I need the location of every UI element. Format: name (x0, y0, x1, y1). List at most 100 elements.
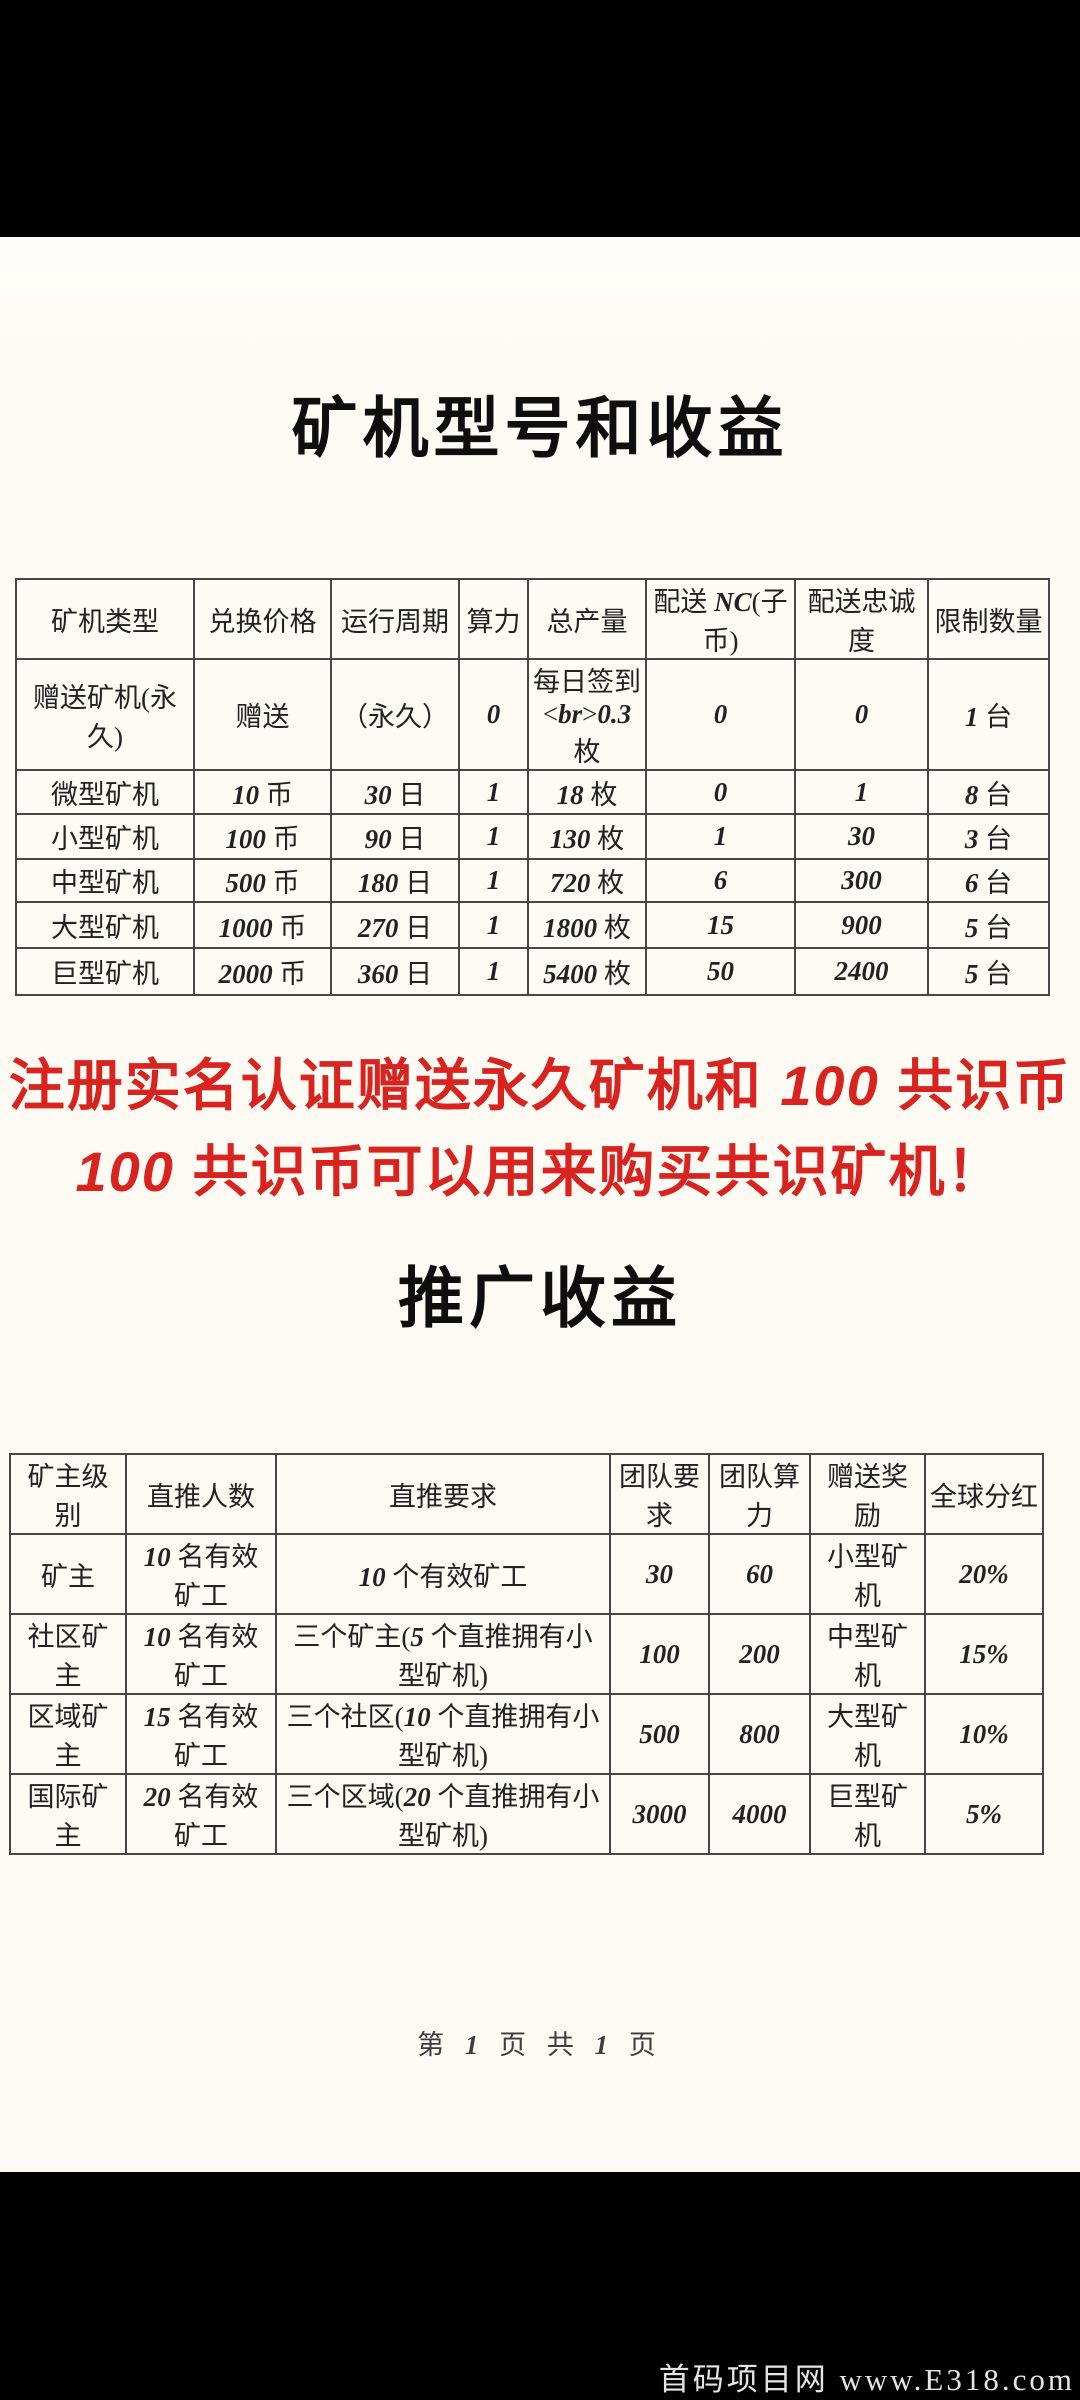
page-number: 第 1 页 共 1 页 (417, 2030, 663, 2060)
table-cell: 小型矿机 (15, 813, 195, 860)
promotion-table-head: 矿主级别 直推人数 直推要求 团队要求 团队算力 赠送奖励 全球分红 (9, 1453, 1044, 1535)
table-cell: 1000 币 (193, 901, 332, 949)
table-cell: 三个社区(10 个直推拥有小型矿机) (275, 1693, 611, 1775)
table-cell: 10% (924, 1693, 1044, 1775)
table-cell: 2400 (794, 947, 929, 996)
table-cell: 800 (708, 1693, 811, 1775)
table-cell: 90 日 (330, 813, 460, 860)
table-cell: 1800 枚 (527, 901, 647, 949)
table-cell: 500 (609, 1693, 710, 1775)
table-cell: 1 (458, 769, 529, 815)
table-cell: 100 币 (193, 813, 332, 860)
miner-models-table: 矿机类型 兑换价格 运行周期 算力 总产量 配送 NC(子币) 配送忠诚度 限制数量 赠送矿机… (15, 578, 1050, 996)
column-header: 总产量 (527, 578, 647, 660)
top-black-band (0, 0, 1080, 237)
table-cell: 6 台 (927, 858, 1050, 903)
table-cell: 20% (924, 1533, 1044, 1615)
table-row: 社区矿主 10 名有效矿工 三个矿主(5 个直推拥有小型矿机) 100 200 中型矿机 1… (9, 1613, 1044, 1695)
table-cell: 0 (645, 658, 796, 771)
table-cell: 微型矿机 (15, 769, 195, 815)
table-cell: 1 (458, 858, 529, 903)
table-cell: 15 名有效矿工 (125, 1693, 277, 1775)
table-cell: （永久） (330, 658, 460, 771)
bottom-black-band: 首码项目网 www.E318.com (0, 2172, 1080, 2400)
column-header: 团队算力 (708, 1453, 811, 1535)
column-header: 运行周期 (330, 578, 460, 660)
table-row: 小型矿机 100 币 90 日 1 130 枚 1 30 3 台 (15, 813, 1050, 860)
table-cell: 10 币 (193, 769, 332, 815)
header-row: 矿主级别 直推人数 直推要求 团队要求 团队算力 赠送奖励 全球分红 (9, 1453, 1044, 1535)
table-cell: 200 (708, 1613, 811, 1695)
table-cell: 小型矿机 (809, 1533, 926, 1615)
notice-line-1: 注册实名认证赠送永久矿机和 100 共识币 (8, 1054, 1072, 1117)
table-cell: 20 名有效矿工 (125, 1773, 277, 1855)
table-cell: 8 台 (927, 769, 1050, 815)
registration-notice: 注册实名认证赠送永久矿机和 100 共识币 100 共识币可以用来购买共识矿机！ (0, 1043, 1080, 1215)
table-row: 巨型矿机 2000 币 360 日 1 5400 枚 50 2400 5 台 (15, 947, 1050, 996)
table-cell: 每日签到<br>0.3 枚 (527, 658, 647, 771)
watermark: 首码项目网 www.E318.com (658, 2362, 1075, 2397)
column-header: 配送 NC(子币) (645, 578, 796, 660)
document-title: 矿机型号和收益 (291, 391, 789, 465)
table-cell: 30 (609, 1533, 710, 1615)
table-cell: 1 (458, 813, 529, 860)
table-row: 区域矿主 15 名有效矿工 三个社区(10 个直推拥有小型矿机) 500 800 大型矿机… (9, 1693, 1044, 1775)
table-cell: 三个矿主(5 个直推拥有小型矿机) (275, 1613, 611, 1695)
promotion-title: 推广收益 (398, 1261, 682, 1335)
table-row: 中型矿机 500 币 180 日 1 720 枚 6 300 6 台 (15, 858, 1050, 903)
column-header: 团队要求 (609, 1453, 710, 1535)
table-cell: 1 (794, 769, 929, 815)
table-cell: 900 (794, 901, 929, 949)
table-cell: 18 枚 (527, 769, 647, 815)
table-row: 大型矿机 1000 币 270 日 1 1800 枚 15 900 5 台 (15, 901, 1050, 949)
table-cell: 60 (708, 1533, 811, 1615)
column-header: 配送忠诚度 (794, 578, 929, 660)
table-cell: 矿主 (9, 1533, 127, 1615)
notice-line-2: 100 共识币可以用来购买共识矿机！ (75, 1140, 1005, 1203)
column-header: 算力 (458, 578, 529, 660)
table-cell: 赠送矿机(永久) (15, 658, 195, 771)
table-cell: 15 (645, 901, 796, 949)
table-row: 矿主 10 名有效矿工 10 个有效矿工 30 60 小型矿机 20% (9, 1533, 1044, 1615)
column-header: 矿机类型 (15, 578, 195, 660)
table-cell: 5 台 (927, 901, 1050, 949)
table-cell: 720 枚 (527, 858, 647, 903)
table-cell: 中型矿机 (809, 1613, 926, 1695)
table-cell: 中型矿机 (15, 858, 195, 903)
table-cell: 1 (645, 813, 796, 860)
table-cell: 大型矿机 (809, 1693, 926, 1775)
table-cell: 15% (924, 1613, 1044, 1695)
table-cell: 社区矿主 (9, 1613, 127, 1695)
table-cell: 区域矿主 (9, 1693, 127, 1775)
table-row: 国际矿主 20 名有效矿工 三个区域(20 个直推拥有小型矿机) 3000 4000 巨型… (9, 1773, 1044, 1855)
table-cell: 5 台 (927, 947, 1050, 996)
table-cell: 巨型矿机 (809, 1773, 926, 1855)
table-cell: 0 (458, 658, 529, 771)
table-cell: 0 (794, 658, 929, 771)
miner-models-table-head: 矿机类型 兑换价格 运行周期 算力 总产量 配送 NC(子币) 配送忠诚度 限制数量 (15, 578, 1050, 660)
table-cell: 270 日 (330, 901, 460, 949)
column-header: 矿主级别 (9, 1453, 127, 1535)
table-cell: 5400 枚 (527, 947, 647, 996)
column-header: 全球分红 (924, 1453, 1044, 1535)
table-cell: 300 (794, 858, 929, 903)
table-cell: 1 (458, 901, 529, 949)
table-cell: 180 日 (330, 858, 460, 903)
table-cell: 赠送 (193, 658, 332, 771)
promotion-earnings-table: 矿主级别 直推人数 直推要求 团队要求 团队算力 赠送奖励 全球分红 矿主 10 名有效矿工 1… (9, 1453, 1044, 1855)
table-cell: 500 币 (193, 858, 332, 903)
table-cell: 3 台 (927, 813, 1050, 860)
table-cell: 6 (645, 858, 796, 903)
column-header: 赠送奖励 (809, 1453, 926, 1535)
table-cell: 100 (609, 1613, 710, 1695)
table-cell: 大型矿机 (15, 901, 195, 949)
table-cell: 130 枚 (527, 813, 647, 860)
header-row: 矿机类型 兑换价格 运行周期 算力 总产量 配送 NC(子币) 配送忠诚度 限制数量 (15, 578, 1050, 660)
table-cell: 0 (645, 769, 796, 815)
table-cell: 50 (645, 947, 796, 996)
document-page: 矿机型号和收益 矿机类型 兑换价格 运行周期 算力 总产量 配送 NC(子币) 配送忠诚度限… (0, 237, 1080, 2172)
